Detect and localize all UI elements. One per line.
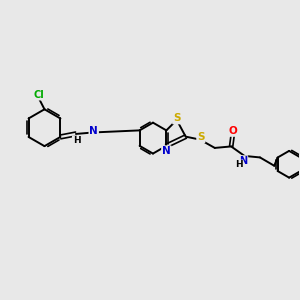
Text: S: S bbox=[197, 132, 205, 142]
Text: Cl: Cl bbox=[34, 90, 44, 100]
Text: N: N bbox=[239, 156, 247, 166]
Text: N: N bbox=[89, 126, 98, 136]
Text: H: H bbox=[235, 160, 242, 169]
Text: N: N bbox=[162, 146, 171, 156]
Text: O: O bbox=[228, 126, 237, 136]
Text: S: S bbox=[173, 113, 181, 124]
Text: H: H bbox=[73, 136, 80, 145]
